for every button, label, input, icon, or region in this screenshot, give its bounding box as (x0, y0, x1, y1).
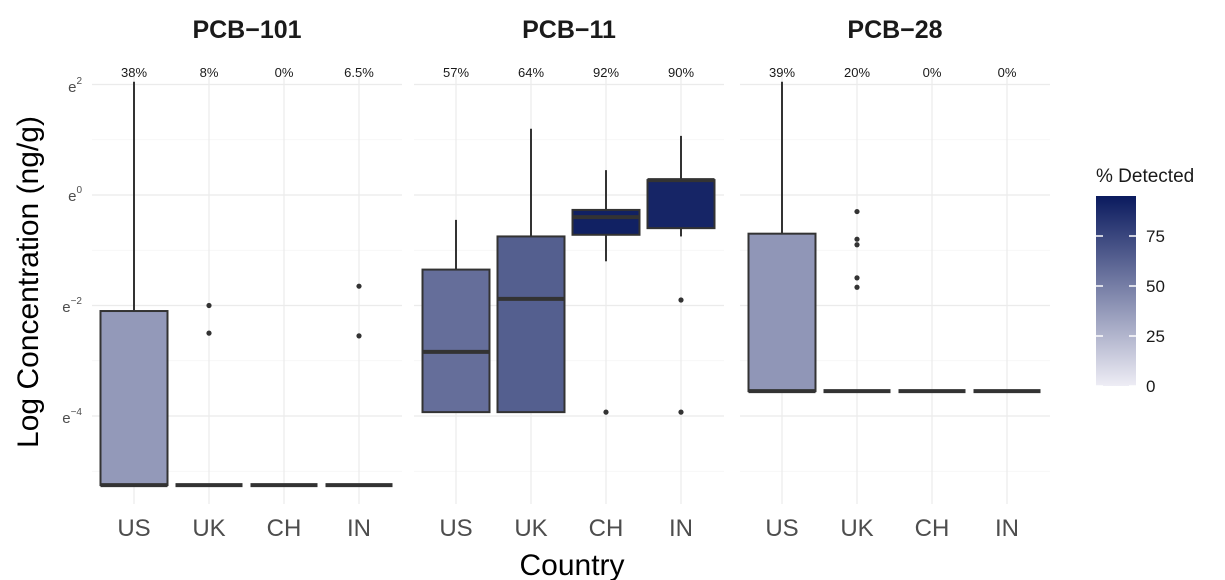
legend-tick-label: 75 (1146, 227, 1165, 246)
legend-tick-label: 25 (1146, 327, 1165, 346)
x-tick-label: US (765, 515, 798, 542)
percent-detected-label: 8% (200, 65, 219, 80)
outlier-point (854, 284, 860, 290)
panel: PCB−28 39% US 20% UK 0% CH 0% IN (740, 16, 1050, 542)
legend-ticks: 0 25 50 75 (1096, 227, 1165, 396)
box-us: 57% (421, 65, 491, 414)
box (99, 310, 169, 487)
x-tick-label: CH (267, 515, 302, 542)
percent-detected-label: 90% (668, 65, 694, 80)
box (646, 179, 716, 230)
panel-title: PCB−11 (522, 16, 616, 44)
box-ch: 0% (250, 65, 318, 488)
x-tick-label: IN (995, 515, 1019, 542)
outlier-point (854, 208, 860, 215)
box-us: 39% (747, 65, 817, 394)
outlier-point (854, 275, 860, 281)
percent-detected-label: 0% (998, 65, 1017, 80)
percent-detected-label: 0% (923, 65, 942, 80)
box-uk: 64% (496, 65, 566, 414)
box-us: 38% (99, 65, 169, 488)
box (421, 268, 491, 414)
box-ch: 92% (571, 65, 641, 415)
y-tick-label: e−4 (62, 407, 82, 427)
box (496, 235, 566, 414)
outlier-point (678, 409, 684, 415)
box-uk: 20% (823, 65, 891, 394)
panel-title: PCB−101 (192, 16, 301, 44)
y-tick-label: e0 (68, 185, 82, 205)
panel: PCB−11 57% US 64% UK 92% CH 90% IN (414, 16, 724, 542)
panel: PCB−101 38% US 8% UK 0% CH 6.5% IN (92, 16, 402, 542)
x-tick-label: UK (514, 515, 547, 542)
x-tick-label: UK (840, 515, 873, 542)
outlier-point (356, 283, 362, 289)
outlier-point (854, 242, 860, 248)
percent-detected-label: 57% (443, 65, 469, 80)
percent-detected-label: 20% (844, 65, 870, 80)
x-axis-title: Country (519, 549, 624, 580)
y-tick-label: e−2 (62, 296, 82, 316)
y-axis-title: Log Concentration (ng/g) (12, 116, 45, 448)
legend-colorbar (1096, 196, 1136, 386)
percent-detected-label: 0% (275, 65, 294, 80)
percent-detected-label: 38% (121, 65, 147, 80)
panel-title: PCB−28 (847, 16, 942, 44)
x-tick-label: CH (589, 515, 624, 542)
box-in: 90% (646, 65, 716, 415)
box-in: 6.5% (325, 65, 393, 488)
percent-detected-label: 64% (518, 65, 544, 80)
legend-tick-label: 0 (1146, 377, 1155, 396)
box (571, 208, 641, 236)
legend-tick-label: 50 (1146, 277, 1165, 296)
y-tick-label: e2 (68, 76, 82, 96)
x-tick-label: UK (192, 515, 225, 542)
percent-detected-label: 6.5% (344, 65, 374, 80)
box-uk: 8% (175, 65, 243, 488)
box (747, 232, 817, 393)
percent-detected-label: 92% (593, 65, 619, 80)
box-ch: 0% (898, 65, 966, 394)
outlier-point (206, 302, 212, 309)
percent-detected-label: 39% (769, 65, 795, 80)
outlier-point (854, 236, 860, 242)
outlier-point (603, 409, 609, 415)
x-tick-label: US (439, 515, 472, 542)
y-tick-labels: e2 e0 e−2 e−4 (62, 76, 82, 427)
box-in: 0% (973, 65, 1041, 394)
x-tick-label: IN (669, 515, 693, 542)
outlier-point (678, 297, 684, 303)
x-tick-label: IN (347, 515, 371, 542)
outlier-point (206, 330, 212, 336)
panels-layer: PCB−101 38% US 8% UK 0% CH 6.5% IN PCB−11 57% US 64%… (92, 16, 1050, 542)
legend: % Detected 0 25 50 75 (1096, 166, 1194, 396)
legend-title: % Detected (1096, 166, 1194, 187)
x-tick-label: CH (915, 515, 950, 542)
x-tick-label: US (117, 515, 150, 542)
outlier-point (356, 333, 362, 339)
